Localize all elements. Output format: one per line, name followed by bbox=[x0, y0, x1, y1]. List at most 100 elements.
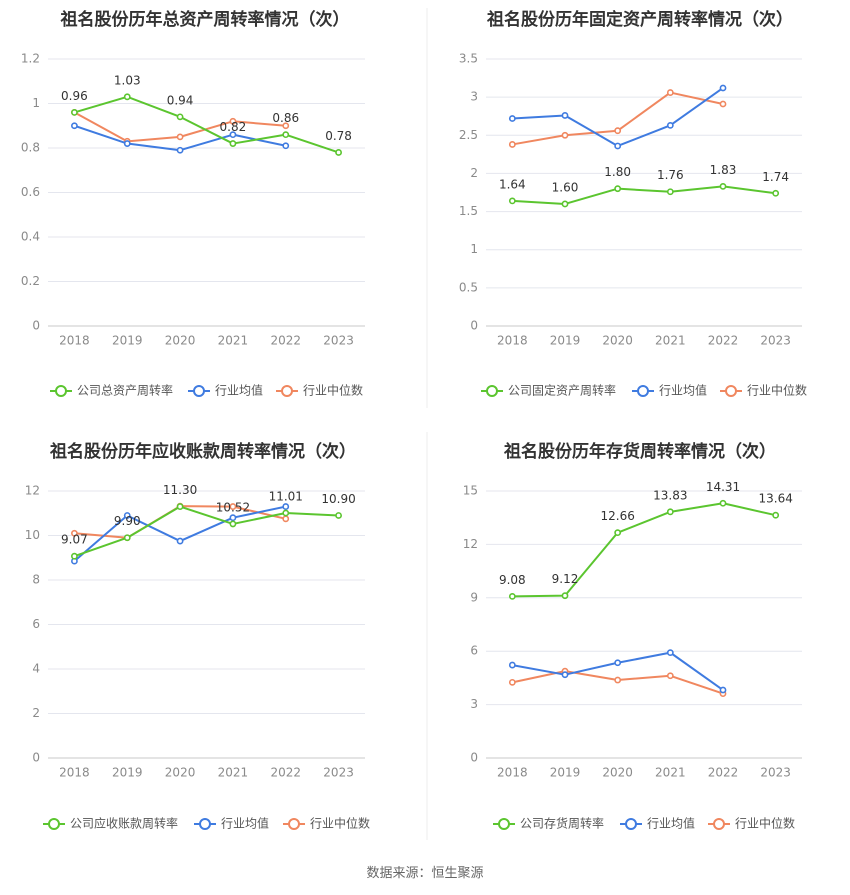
data-point-median bbox=[508, 141, 516, 148]
data-point-company bbox=[176, 503, 184, 510]
data-point-avg bbox=[614, 142, 622, 150]
data-point-company bbox=[719, 182, 727, 190]
data-point-company bbox=[176, 113, 184, 121]
x-tick-label: 2020 bbox=[602, 766, 633, 780]
data-label: 10.52 bbox=[216, 500, 250, 514]
data-label: 11.01 bbox=[269, 490, 303, 504]
data-point-median bbox=[614, 127, 622, 135]
y-tick-label: 0.8 bbox=[21, 141, 40, 155]
data-point-company bbox=[772, 511, 780, 519]
data-point-company bbox=[282, 509, 290, 517]
x-tick-label: 2023 bbox=[760, 334, 791, 348]
data-point-company bbox=[71, 552, 78, 560]
data-point-median bbox=[508, 678, 516, 686]
y-tick-label: 3 bbox=[470, 697, 478, 711]
legend-item-avg: 行业均值 bbox=[194, 816, 269, 831]
data-label: 1.83 bbox=[710, 163, 737, 177]
legend-item-avg: 行业均值 bbox=[188, 383, 263, 398]
y-tick-label: 9 bbox=[470, 590, 478, 604]
data-point-median bbox=[71, 529, 78, 537]
y-tick-label: 1.5 bbox=[459, 204, 478, 218]
legend-item-company: 公司总资产周转率 bbox=[50, 383, 173, 398]
x-tick-label: 2021 bbox=[218, 766, 249, 780]
legend-marker bbox=[498, 818, 510, 830]
data-point-median bbox=[229, 117, 237, 125]
chart-3: 祖名股份历年应收账款周转率情况（次） 0 2 4 6 8 10 12 2018 2019 2020 2… bbox=[25, 441, 370, 831]
data-point-company bbox=[508, 197, 516, 205]
legend-item-company: 公司应收账款周转率 bbox=[43, 816, 178, 831]
data-point-avg bbox=[229, 514, 237, 522]
data-point-company bbox=[666, 508, 674, 516]
data-point-company bbox=[719, 499, 727, 507]
legend-marker bbox=[281, 385, 293, 397]
data-label: 1.60 bbox=[552, 180, 579, 194]
x-tick-label: 2018 bbox=[497, 334, 528, 348]
legend-marker bbox=[713, 818, 725, 830]
y-tick-label: 2 bbox=[470, 166, 478, 180]
y-tick-label: 0.5 bbox=[459, 280, 478, 294]
y-tick-label: 12 bbox=[25, 484, 40, 498]
y-tick-label: 1.2 bbox=[21, 52, 40, 66]
x-tick-label: 2022 bbox=[708, 766, 739, 780]
data-point-company bbox=[335, 512, 342, 519]
x-tick-label: 2020 bbox=[602, 334, 633, 348]
y-tick-label: 1 bbox=[470, 242, 478, 256]
data-point-avg bbox=[666, 649, 674, 657]
data-label: 9.08 bbox=[499, 573, 526, 587]
data-label: 0.96 bbox=[61, 89, 88, 103]
data-point-avg bbox=[123, 140, 131, 147]
data-label: 10.90 bbox=[321, 492, 355, 506]
data-point-median bbox=[176, 133, 184, 141]
data-point-company bbox=[561, 200, 569, 208]
y-tick-label: 0 bbox=[32, 319, 40, 333]
y-tick-label: 0.6 bbox=[21, 185, 40, 199]
series-line-company bbox=[74, 505, 339, 558]
legend-label: 公司应收账款周转率 bbox=[70, 816, 178, 831]
data-point-avg bbox=[561, 112, 569, 119]
chart-2: 祖名股份历年固定资产周转率情况（次） 0 0.5 1 1.5 2 2.5 3 3.5 2018 20… bbox=[459, 9, 807, 398]
data-point-median bbox=[561, 131, 569, 139]
x-tick-label: 2022 bbox=[270, 766, 301, 780]
x-tick-label: 2018 bbox=[59, 334, 90, 348]
legend-item-median: 行业中位数 bbox=[276, 383, 363, 398]
data-point-avg bbox=[666, 121, 674, 129]
data-point-median bbox=[282, 122, 290, 130]
x-tick-label: 2019 bbox=[550, 334, 581, 348]
data-point-avg bbox=[508, 115, 516, 122]
legend-label: 行业均值 bbox=[221, 816, 269, 831]
data-label: 1.64 bbox=[499, 177, 526, 191]
y-tick-label: 10 bbox=[25, 528, 40, 542]
x-tick-label: 2022 bbox=[270, 334, 301, 348]
x-tick-label: 2019 bbox=[112, 766, 143, 780]
legend-label: 行业均值 bbox=[215, 383, 263, 398]
chart-title: 祖名股份历年固定资产周转率情况（次） bbox=[486, 9, 793, 30]
data-point-company bbox=[71, 109, 78, 116]
data-point-median bbox=[229, 503, 237, 510]
chart-1: 祖名股份历年总资产周转率情况（次） 0 0.2 0.4 0.6 0.8 1 1.2 2018 20… bbox=[21, 9, 365, 398]
y-tick-label: 15 bbox=[463, 484, 478, 498]
chart-title: 祖名股份历年总资产周转率情况（次） bbox=[60, 9, 350, 30]
legend-label: 行业中位数 bbox=[735, 816, 795, 831]
y-tick-label: 2.5 bbox=[459, 128, 478, 142]
data-point-company bbox=[229, 520, 237, 528]
legend-item-avg: 行业均值 bbox=[620, 816, 695, 831]
data-point-avg bbox=[719, 84, 727, 92]
x-tick-label: 2020 bbox=[165, 334, 196, 348]
x-tick-label: 2018 bbox=[497, 766, 528, 780]
data-label: 1.03 bbox=[114, 73, 141, 87]
data-point-company bbox=[561, 592, 569, 600]
legend-item-avg: 行业均值 bbox=[632, 383, 707, 398]
x-tick-label: 2023 bbox=[323, 334, 354, 348]
x-tick-label: 2019 bbox=[112, 334, 143, 348]
data-label: 0.94 bbox=[167, 93, 194, 107]
x-tick-label: 2019 bbox=[550, 766, 581, 780]
y-tick-label: 12 bbox=[463, 537, 478, 551]
data-point-avg bbox=[176, 537, 184, 545]
legend-item-median: 行业中位数 bbox=[708, 816, 795, 831]
data-label: 9.90 bbox=[114, 514, 141, 528]
legend-item-company: 公司固定资产周转率 bbox=[481, 383, 616, 398]
y-tick-label: 0 bbox=[32, 751, 40, 765]
legend-marker bbox=[725, 385, 737, 397]
data-point-company bbox=[508, 592, 516, 600]
